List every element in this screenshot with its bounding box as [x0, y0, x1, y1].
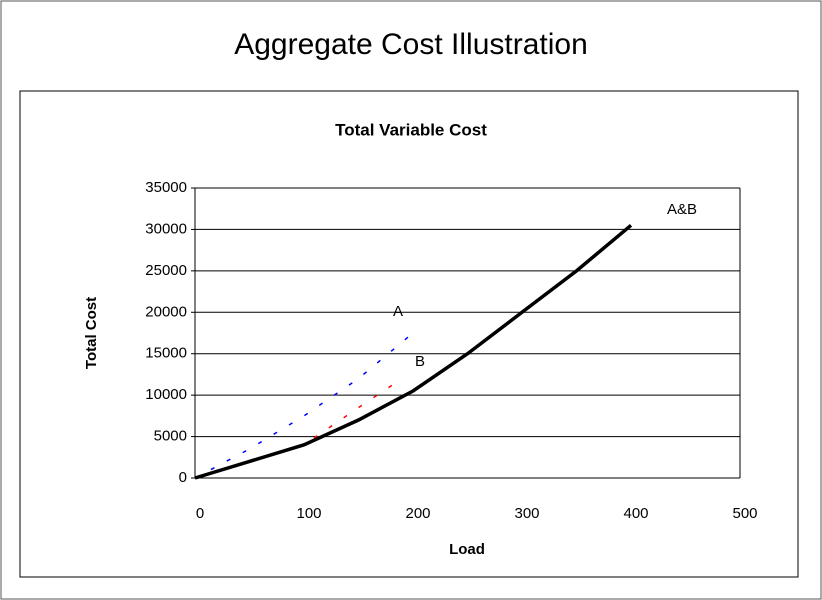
y-tick-label: 30000 — [145, 220, 187, 237]
x-axis-label: Load — [449, 541, 485, 558]
y-axis-label: Total Cost — [83, 297, 100, 369]
annotation: B — [415, 353, 425, 370]
x-tick-label: 400 — [623, 505, 648, 522]
x-tick-label: 300 — [514, 505, 539, 522]
y-tick-label: 35000 — [145, 179, 187, 196]
x-tick-label: 200 — [405, 505, 430, 522]
chart-frame — [19, 90, 799, 578]
x-tick-label: 0 — [196, 505, 204, 522]
annotation: A&B — [667, 201, 697, 218]
y-tick-label: 10000 — [145, 386, 187, 403]
y-tick-label: 25000 — [145, 262, 187, 279]
y-tick-label: 20000 — [145, 303, 187, 320]
x-tick-label: 500 — [732, 505, 757, 522]
x-tick-label: 100 — [296, 505, 321, 522]
annotation: A — [393, 303, 403, 320]
chart-title: Total Variable Cost — [335, 120, 487, 139]
slide-title: Aggregate Cost Illustration — [234, 28, 588, 61]
y-tick-label: 5000 — [154, 428, 187, 445]
line-series — [194, 223, 633, 480]
y-tick-label: 0 — [179, 469, 187, 486]
y-tick-label: 15000 — [145, 345, 187, 362]
